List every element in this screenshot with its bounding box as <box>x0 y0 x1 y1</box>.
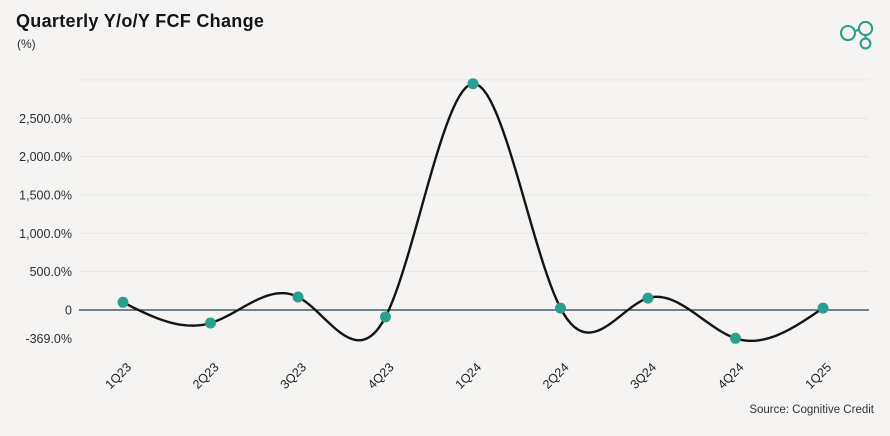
chart-unit-subtitle: (%) <box>17 37 36 51</box>
logo-circle-medium <box>857 20 874 37</box>
x-tick-label: 3Q24 <box>628 360 660 392</box>
data-point-3Q24[interactable] <box>642 292 654 304</box>
y-tick-label: 1,500.0% <box>19 188 72 202</box>
logo-circle-large <box>839 24 857 42</box>
y-tick-label: 2,500.0% <box>19 112 72 126</box>
data-point-3Q23[interactable] <box>292 291 304 303</box>
trend-line <box>121 82 825 343</box>
x-tick-label: 4Q24 <box>715 360 747 392</box>
y-tick-label: 0 <box>65 304 72 318</box>
y-tick-label: 500.0% <box>30 265 72 279</box>
logo-connector-horizontal <box>854 28 860 33</box>
x-tick-label: 2Q24 <box>540 360 572 392</box>
data-point-4Q24[interactable] <box>730 332 741 344</box>
source-caption: Source: Cognitive Credit <box>749 404 874 416</box>
data-point-1Q23[interactable] <box>117 296 129 308</box>
data-point-2Q23[interactable] <box>205 317 216 329</box>
y-tick-label: 2,000.0% <box>19 150 72 164</box>
data-point-1Q25[interactable] <box>817 302 829 314</box>
x-tick-label: 3Q23 <box>278 360 310 392</box>
data-point-2Q24[interactable] <box>555 302 566 314</box>
x-tick-label: 4Q23 <box>365 360 397 392</box>
y-tick-label: -369.0% <box>25 332 72 346</box>
x-tick-label: 1Q24 <box>453 360 485 392</box>
x-tick-label: 1Q23 <box>103 360 135 392</box>
cognitive-credit-logo-icon <box>839 20 874 50</box>
data-point-4Q23[interactable] <box>380 311 391 323</box>
chart-title: Quarterly Y/o/Y FCF Change <box>16 11 265 31</box>
data-point-1Q24[interactable] <box>467 78 479 90</box>
y-tick-label: 1,000.0% <box>19 227 72 241</box>
x-tick-label: 2Q23 <box>190 360 222 392</box>
x-tick-label: 1Q25 <box>803 360 835 392</box>
